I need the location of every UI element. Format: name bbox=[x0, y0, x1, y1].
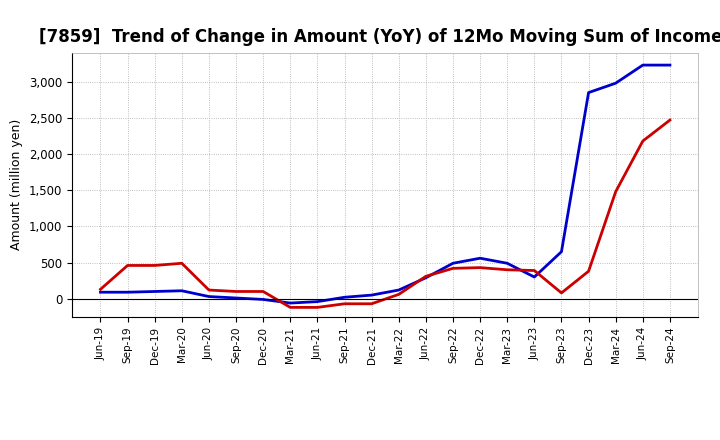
Line: Net Income: Net Income bbox=[101, 120, 670, 308]
Ordinary Income bbox=[665, 62, 674, 68]
Ordinary Income bbox=[96, 290, 105, 295]
Net Income bbox=[639, 139, 647, 144]
Ordinary Income bbox=[611, 81, 620, 86]
Ordinary Income bbox=[395, 287, 403, 293]
Ordinary Income bbox=[421, 275, 430, 280]
Ordinary Income bbox=[232, 295, 240, 301]
Net Income bbox=[204, 287, 213, 293]
Ordinary Income bbox=[449, 260, 457, 266]
Net Income bbox=[421, 274, 430, 279]
Ordinary Income bbox=[259, 297, 268, 302]
Net Income bbox=[530, 268, 539, 273]
Ordinary Income bbox=[530, 275, 539, 280]
Ordinary Income bbox=[367, 293, 376, 298]
Net Income bbox=[665, 117, 674, 123]
Net Income bbox=[341, 301, 349, 306]
Net Income bbox=[611, 189, 620, 194]
Ordinary Income bbox=[503, 260, 511, 266]
Ordinary Income bbox=[286, 301, 294, 306]
Net Income bbox=[395, 292, 403, 297]
Net Income bbox=[123, 263, 132, 268]
Ordinary Income bbox=[341, 295, 349, 300]
Net Income bbox=[232, 289, 240, 294]
Net Income bbox=[178, 260, 186, 266]
Ordinary Income bbox=[150, 289, 159, 294]
Ordinary Income bbox=[178, 288, 186, 293]
Net Income bbox=[150, 263, 159, 268]
Net Income bbox=[286, 305, 294, 310]
Ordinary Income bbox=[313, 299, 322, 304]
Title: [7859]  Trend of Change in Amount (YoY) of 12Mo Moving Sum of Incomes: [7859] Trend of Change in Amount (YoY) o… bbox=[38, 28, 720, 46]
Ordinary Income bbox=[639, 62, 647, 68]
Net Income bbox=[557, 290, 566, 296]
Net Income bbox=[449, 266, 457, 271]
Ordinary Income bbox=[557, 249, 566, 254]
Line: Ordinary Income: Ordinary Income bbox=[101, 65, 670, 303]
Net Income bbox=[503, 267, 511, 272]
Net Income bbox=[584, 268, 593, 274]
Ordinary Income bbox=[476, 256, 485, 261]
Ordinary Income bbox=[204, 294, 213, 299]
Net Income bbox=[259, 289, 268, 294]
Net Income bbox=[313, 305, 322, 310]
Net Income bbox=[96, 287, 105, 292]
Ordinary Income bbox=[584, 90, 593, 95]
Net Income bbox=[476, 265, 485, 270]
Net Income bbox=[367, 301, 376, 306]
Y-axis label: Amount (million yen): Amount (million yen) bbox=[10, 119, 23, 250]
Ordinary Income bbox=[123, 290, 132, 295]
